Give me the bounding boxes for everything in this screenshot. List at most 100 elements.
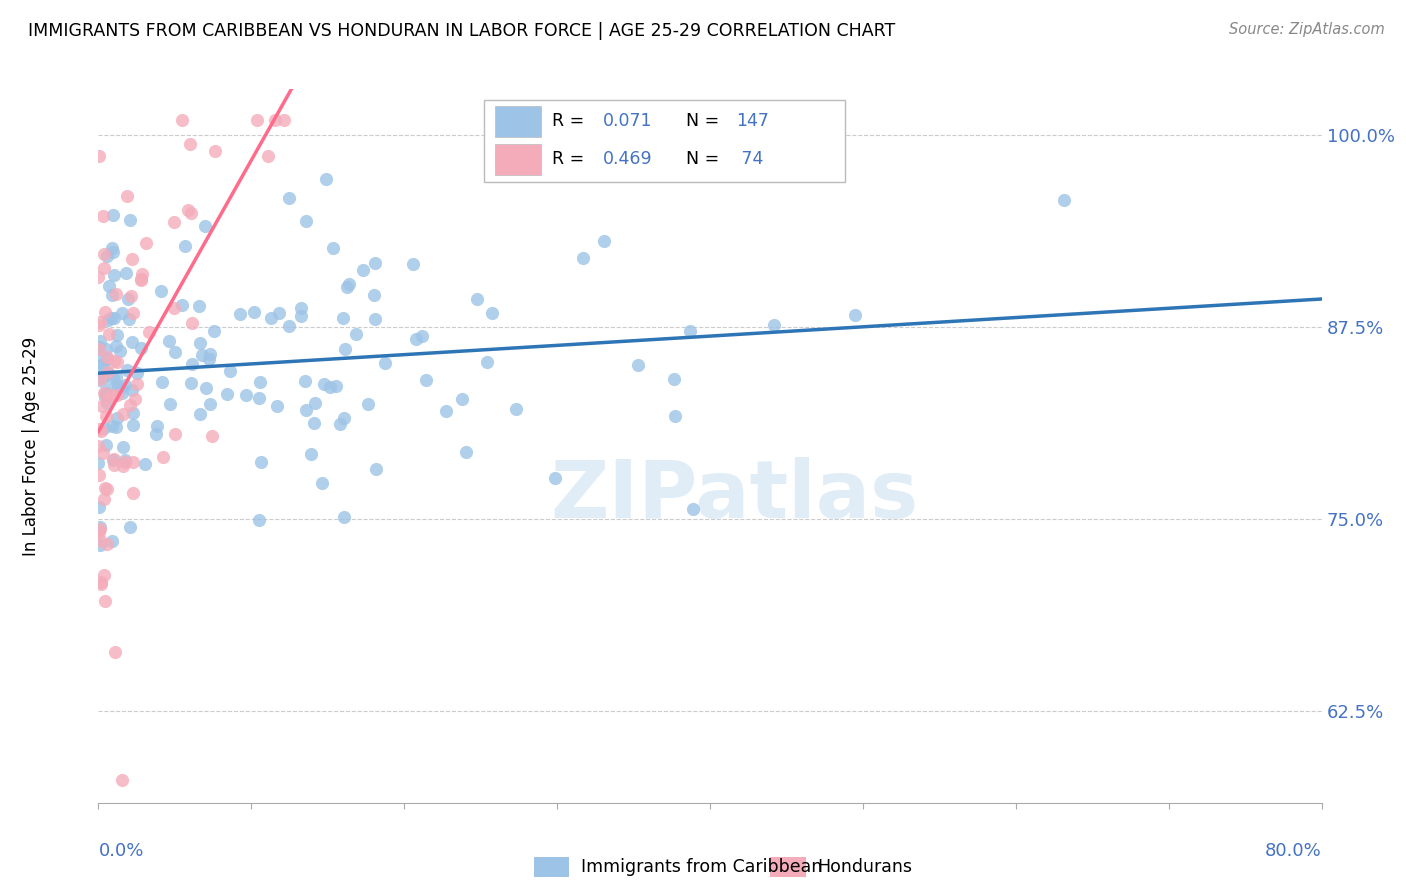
Point: [299, 447, 322, 461]
Point: [217, 387, 239, 401]
Point: [135, 236, 157, 251]
Point: [103, 268, 125, 282]
Point: [662, 372, 685, 386]
Point: [104, 338, 127, 352]
Point: [97, 366, 120, 380]
Point: [163, 301, 186, 316]
Point: [96, 482, 118, 496]
Point: [177, 203, 200, 218]
Point: [592, 234, 614, 248]
Point: [121, 252, 143, 266]
Point: [90, 400, 112, 414]
Point: [157, 334, 180, 348]
Point: [122, 306, 145, 320]
Point: [118, 213, 141, 227]
Point: [94, 385, 117, 400]
Point: [122, 406, 145, 420]
Point: [110, 344, 132, 359]
Point: [122, 417, 145, 432]
Point: [89, 500, 111, 515]
Point: [87, 422, 110, 436]
Point: [201, 429, 224, 443]
Point: [352, 262, 374, 277]
Point: [87, 370, 110, 384]
Point: [93, 491, 115, 506]
Point: [333, 410, 356, 425]
Point: [344, 326, 367, 341]
Point: [277, 191, 299, 205]
Point: [332, 311, 354, 326]
Point: [146, 419, 169, 434]
Point: [357, 397, 380, 411]
Point: [844, 308, 866, 322]
Point: [163, 215, 186, 229]
Point: [401, 256, 423, 270]
Point: [117, 189, 139, 203]
Point: [96, 392, 118, 406]
Point: [97, 312, 120, 326]
Text: 80.0%: 80.0%: [1265, 842, 1322, 860]
Point: [202, 324, 225, 338]
Point: [87, 343, 110, 357]
Point: [101, 371, 124, 385]
Point: [456, 444, 478, 458]
Point: [411, 329, 433, 343]
Point: [121, 335, 143, 350]
Point: [290, 309, 312, 323]
Point: [180, 376, 202, 391]
Text: 0.0%: 0.0%: [98, 842, 143, 860]
Point: [91, 358, 114, 372]
Point: [295, 403, 318, 417]
Point: [112, 440, 135, 454]
Point: [89, 372, 111, 386]
Point: [93, 567, 115, 582]
Point: [315, 171, 337, 186]
Point: [200, 347, 222, 361]
Point: [311, 475, 333, 490]
Point: [101, 453, 124, 467]
Point: [329, 417, 352, 431]
Point: [94, 342, 117, 356]
Point: [111, 386, 134, 401]
Point: [627, 358, 650, 372]
Point: [103, 208, 125, 222]
Point: [304, 395, 326, 409]
Point: [89, 334, 111, 348]
Point: [682, 501, 704, 516]
Point: [149, 284, 172, 298]
Point: [246, 112, 269, 127]
Point: [260, 310, 283, 325]
Point: [302, 416, 325, 430]
Point: [336, 280, 359, 294]
Point: [87, 468, 110, 483]
Point: [105, 327, 128, 342]
Point: [87, 456, 110, 470]
Point: [100, 533, 122, 548]
Point: [96, 537, 118, 551]
Point: [90, 359, 112, 373]
Point: [337, 277, 360, 292]
Point: [679, 324, 702, 338]
Point: [93, 246, 115, 260]
Point: [87, 270, 110, 285]
Point: [159, 396, 181, 410]
Point: [89, 533, 111, 547]
Point: [87, 348, 110, 362]
Point: [121, 383, 143, 397]
Point: [89, 539, 111, 553]
Point: [122, 485, 145, 500]
Point: [114, 453, 136, 467]
Point: [364, 256, 387, 270]
Point: [103, 245, 125, 260]
Point: [505, 401, 527, 416]
Point: [97, 366, 120, 380]
Point: [91, 445, 114, 459]
Point: [152, 450, 174, 465]
Point: [118, 398, 141, 412]
Point: [247, 513, 270, 527]
Point: [235, 387, 257, 401]
Point: [96, 386, 118, 401]
Text: Hondurans: Hondurans: [817, 858, 912, 876]
Point: [405, 332, 427, 346]
Point: [278, 319, 301, 334]
